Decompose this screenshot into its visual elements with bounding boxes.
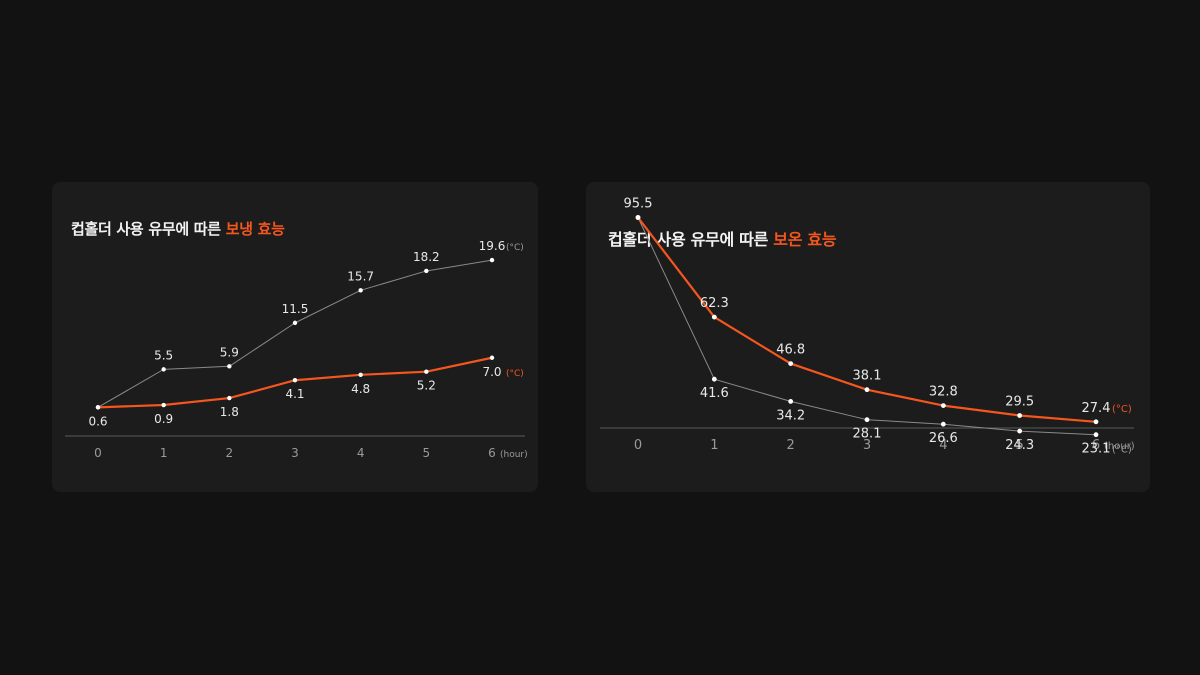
warming-x-tick-label: 2: [787, 438, 795, 453]
warming-chart-card: 컵홀더 사용 유무에 따른 보온 효능 0 1 2 3 4 5 6 (hour) 95.5 62.…: [586, 182, 1150, 492]
cooling-x-tick-label: 4: [357, 446, 365, 460]
cooling-point-secondary: [292, 320, 298, 326]
warming-title-prefix: 컵홀더 사용 유무에 따른: [608, 230, 774, 249]
cooling-data-label-accent: 4.8: [351, 382, 370, 396]
warming-point-accent: [788, 361, 794, 366]
cooling-point-accent: [292, 378, 298, 383]
cooling-point-accent: [95, 405, 101, 410]
warming-x-tick-label: 3: [863, 438, 871, 453]
cooling-chart-plot: 0 1 2 3 4 5 6 (hour)5.5 5.911.515.718.219.6 (°C)0…: [65, 239, 528, 460]
cooling-x-unit-label: (hour): [500, 450, 528, 460]
cooling-data-label-accent: 4.1: [285, 387, 304, 401]
warming-data-label-accent: 46.8: [776, 343, 805, 358]
cooling-data-label-accent: 5.2: [417, 379, 436, 393]
warming-data-label-secondary: 24.3: [1005, 438, 1034, 453]
warming-data-label-accent: 95.5: [624, 197, 653, 212]
cooling-point-secondary: [227, 364, 232, 369]
warming-x-tick-label: 6: [1092, 438, 1100, 453]
warming-data-label-secondary: 23.1: [1082, 442, 1111, 457]
cooling-point-accent: [161, 402, 166, 408]
warming-point-secondary: [788, 399, 794, 404]
warming-point-secondary: [1017, 428, 1023, 434]
warming-end-unit-accent: (°C): [1112, 404, 1132, 415]
warming-data-label-secondary: 41.6: [700, 386, 729, 401]
cooling-end-unit-secondary: (°C): [506, 243, 524, 253]
warming-point-secondary: [1093, 432, 1099, 438]
cooling-x-tick-label: 0: [94, 446, 102, 460]
warming-point-accent: [940, 403, 946, 408]
warming-data-label-secondary: 34.2: [776, 408, 805, 423]
cooling-point-accent: [489, 355, 495, 360]
cooling-point-secondary: [489, 257, 495, 263]
cooling-data-label-secondary: 18.2: [413, 250, 440, 264]
warming-point-secondary: [635, 215, 641, 220]
cooling-data-label-secondary: 11.5: [282, 302, 309, 316]
warming-data-label-secondary: 28.1: [853, 427, 882, 442]
warming-x-unit-label: (hour): [1104, 441, 1135, 452]
warming-point-secondary: [940, 421, 946, 427]
warming-point-accent: [864, 387, 870, 393]
cooling-x-tick-label: 6: [488, 446, 496, 460]
cooling-x-tick-label: 2: [226, 446, 234, 460]
warming-data-label-accent: 29.5: [1005, 395, 1034, 410]
warming-x-tick-label: 0: [634, 438, 642, 453]
cooling-point-accent: [227, 395, 232, 401]
cooling-data-label-secondary: 15.7: [347, 269, 374, 283]
warming-data-label-accent: 27.4: [1082, 401, 1111, 416]
cooling-chart-title: 컵홀더 사용 유무에 따른 보냉 효능: [71, 218, 285, 239]
warming-point-accent: [1093, 419, 1099, 425]
warming-point-accent: [711, 314, 717, 320]
warming-x-tick-label: 4: [939, 438, 947, 453]
warming-end-unit-secondary: (°C): [1112, 445, 1132, 456]
cooling-point-accent: [424, 369, 429, 374]
cooling-chart-card: 컵홀더 사용 유무에 따른 보냉 효능 0 1 2 3 4 5 6 (hour) 5.5 5.9 1…: [52, 182, 538, 492]
warming-x-tick-label: 5: [1016, 438, 1024, 453]
warming-point-accent: [1017, 413, 1023, 418]
cooling-data-label-accent: 1.8: [220, 405, 239, 419]
cooling-x-tick-label: 3: [291, 446, 299, 460]
cooling-point-secondary: [358, 288, 363, 293]
warming-data-label-accent: 38.1: [853, 369, 882, 384]
cooling-data-label-accent: 0.6: [88, 414, 107, 428]
warming-title-highlight: 보온 효능: [773, 230, 837, 249]
warming-chart-title: 컵홀더 사용 유무에 따른 보온 효능: [608, 226, 837, 250]
cooling-x-tick-label: 1: [160, 446, 168, 460]
cooling-point-secondary: [161, 367, 166, 372]
cooling-data-label-accent: 7.0: [482, 365, 501, 379]
cooling-data-label-accent: 0.9: [154, 412, 173, 426]
warming-data-label-accent: 62.3: [700, 296, 729, 311]
cooling-data-label-secondary: 5.9: [220, 345, 239, 359]
cooling-point-accent: [358, 372, 363, 377]
cooling-title-highlight: 보냉 효능: [225, 220, 285, 238]
cooling-x-tick-label: 5: [423, 446, 431, 460]
cooling-data-label-secondary: 5.5: [154, 348, 173, 362]
warming-chart-plot: 0 1 2 3 4 5 6 (hour) 95.5 62.3 46.8 38.1 32.8 29.5 27.…: [600, 197, 1135, 457]
warming-data-label-accent: 32.8: [929, 385, 958, 400]
warming-point-secondary: [864, 417, 870, 423]
cooling-point-secondary: [424, 268, 429, 274]
warming-point-secondary: [711, 376, 717, 382]
warming-data-label-secondary: 26.6: [929, 431, 958, 446]
cooling-title-prefix: 컵홀더 사용 유무에 따른: [71, 220, 226, 238]
warming-x-tick-label: 1: [710, 438, 718, 453]
cooling-end-unit-accent: (°C): [506, 369, 524, 379]
cooling-data-label-secondary: 19.6: [479, 239, 506, 253]
